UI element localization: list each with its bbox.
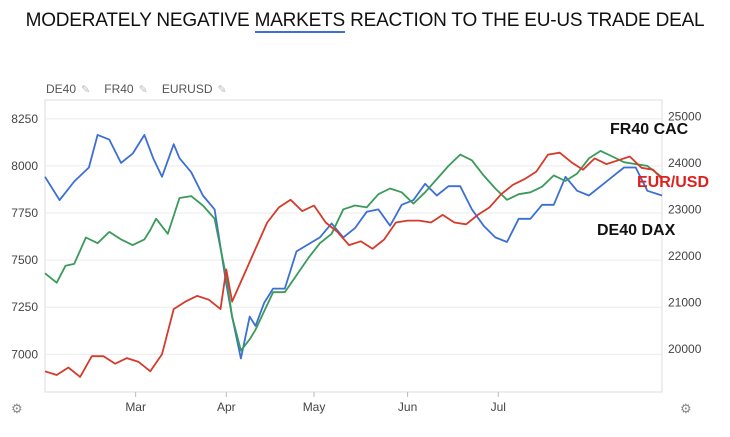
x-tick-label: Mar (125, 400, 146, 414)
x-tick-label: Jul (491, 400, 506, 414)
legend-label: FR40 (104, 82, 134, 96)
y-tick-label-left: 7250 (11, 300, 38, 314)
pencil-icon[interactable]: ✎ (217, 83, 227, 96)
x-tick-label: May (303, 400, 326, 414)
x-tick-label: Apr (217, 400, 236, 414)
y-tick-label-right: 20000 (668, 342, 702, 356)
y-tick-label-left: 7000 (11, 347, 38, 361)
y-tick-label-left: 7500 (11, 253, 38, 267)
legend-item-eurusd[interactable]: EURUSD ✎ (162, 82, 227, 96)
series-line-fr40 (44, 149, 663, 352)
pencil-icon[interactable]: ✎ (81, 83, 91, 96)
y-tick-label-left: 7750 (11, 206, 38, 220)
legend-item-fr40[interactable]: FR40 ✎ (104, 82, 148, 96)
gear-icon[interactable]: ⚙ (11, 401, 23, 416)
x-tick-label: Jun (398, 400, 417, 414)
y-tick-label-right: 23000 (668, 202, 702, 216)
legend: DE40 ✎ FR40 ✎ EURUSD ✎ (46, 82, 227, 96)
legend-item-de40[interactable]: DE40 ✎ (46, 82, 90, 96)
legend-label: EURUSD (161, 82, 213, 96)
y-tick-label-right: 24000 (668, 156, 702, 170)
legend-label: DE40 (46, 82, 77, 96)
annotation-label: EUR/USD (637, 174, 709, 191)
y-tick-label-right: 21000 (668, 296, 702, 310)
series-line-eurusd (44, 151, 663, 378)
plot-frame (44, 99, 663, 393)
y-tick-label-left: 8250 (11, 112, 38, 126)
gear-icon[interactable]: ⚙ (680, 401, 692, 416)
y-tick-label-left: 8000 (11, 159, 38, 173)
y-tick-label-right: 22000 (668, 249, 702, 263)
annotation-label: DE40 DAX (597, 222, 676, 239)
title-link[interactable]: MARKETS (254, 10, 346, 33)
title-before: MODERATELY NEGATIVE (25, 10, 255, 31)
title-after: REACTION TO THE EU-US TRADE DEAL (345, 10, 705, 31)
annotation-label: FR40 CAC (610, 121, 689, 138)
chart-title: MODERATELY NEGATIVE MARKETS REACTION TO … (0, 10, 730, 33)
y-tick-label-right: 25000 (668, 109, 702, 123)
pencil-icon[interactable]: ✎ (138, 83, 148, 96)
series-line-de40 (44, 133, 663, 360)
